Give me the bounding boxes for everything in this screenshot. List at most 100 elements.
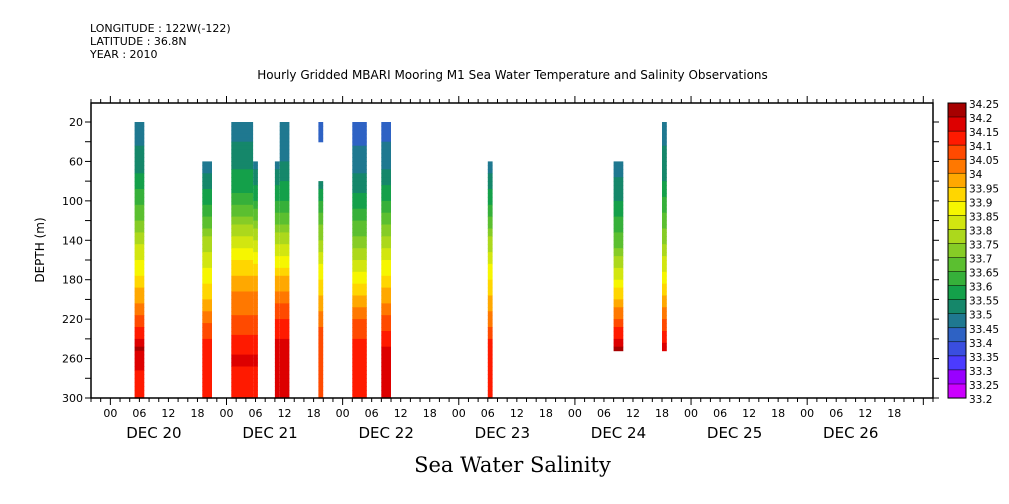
heatmap-cell bbox=[352, 358, 367, 364]
heatmap-cell bbox=[279, 169, 290, 174]
x-hour-tick-label: 00 bbox=[800, 407, 814, 420]
heatmap-cell bbox=[662, 267, 667, 273]
heatmap-cell bbox=[253, 382, 258, 387]
heatmap-cell bbox=[253, 169, 258, 174]
heatmap-cell bbox=[352, 275, 367, 281]
colorbar-label: 33.65 bbox=[969, 268, 999, 280]
heatmap-cell bbox=[487, 354, 493, 360]
heatmap-cell bbox=[487, 267, 493, 273]
heatmap-cell bbox=[662, 129, 667, 135]
colorbar-swatch bbox=[947, 172, 967, 188]
heatmap-cell bbox=[279, 133, 290, 139]
heatmap-cell bbox=[318, 299, 324, 304]
heatmap-cell bbox=[318, 216, 324, 222]
heatmap-cell bbox=[231, 291, 254, 296]
heatmap-cell bbox=[662, 287, 667, 293]
heatmap-cell bbox=[381, 338, 391, 344]
heatmap-cell bbox=[231, 173, 254, 178]
heatmap-cell bbox=[487, 319, 493, 324]
heatmap-cell bbox=[318, 185, 324, 190]
heatmap-cell bbox=[487, 323, 493, 328]
heatmap-cell bbox=[352, 260, 367, 265]
heatmap-cell bbox=[279, 224, 290, 229]
heatmap-cell bbox=[381, 125, 391, 131]
heatmap-cell bbox=[274, 323, 280, 328]
heatmap-cell bbox=[253, 189, 258, 194]
heatmap-cell bbox=[279, 271, 290, 277]
heatmap-cell bbox=[134, 173, 145, 178]
heatmap-cell bbox=[279, 248, 290, 253]
heatmap-cell bbox=[202, 260, 212, 265]
heatmap-cell bbox=[279, 394, 290, 399]
heatmap-cell bbox=[352, 374, 367, 379]
heatmap-cell bbox=[662, 338, 667, 344]
heatmap-cell bbox=[279, 260, 290, 265]
heatmap-cell bbox=[134, 193, 145, 198]
heatmap-cell bbox=[279, 208, 290, 214]
heatmap-cell bbox=[279, 141, 290, 147]
heatmap-cell bbox=[274, 256, 280, 261]
heatmap-cell bbox=[231, 307, 254, 312]
heatmap-cell bbox=[253, 165, 258, 170]
heatmap-cell bbox=[279, 232, 290, 237]
heatmap-cell bbox=[279, 307, 290, 312]
heatmap-cell bbox=[202, 358, 212, 364]
heatmap-cell bbox=[381, 394, 391, 399]
heatmap-cell bbox=[318, 244, 324, 249]
heatmap-cell bbox=[274, 185, 280, 190]
heatmap-cell bbox=[231, 374, 254, 379]
heatmap-cell bbox=[381, 334, 391, 340]
heatmap-cell bbox=[231, 311, 254, 316]
heatmap-cell bbox=[318, 189, 324, 194]
heatmap-cell bbox=[202, 232, 212, 237]
heatmap-cell bbox=[253, 362, 258, 367]
heatmap-cell bbox=[231, 303, 254, 308]
colorbar-swatch bbox=[947, 299, 967, 315]
heatmap-cell bbox=[318, 354, 324, 360]
heatmap-cell bbox=[662, 279, 667, 285]
heatmap-cell bbox=[381, 323, 391, 328]
heatmap-cell bbox=[381, 232, 391, 237]
heatmap-cell bbox=[231, 185, 254, 190]
heatmap-cell bbox=[487, 303, 493, 308]
heatmap-cell bbox=[487, 185, 493, 190]
heatmap-cell bbox=[279, 275, 290, 281]
heatmap-cell bbox=[279, 173, 290, 178]
heatmap-cell bbox=[279, 390, 290, 395]
heatmap-cell bbox=[231, 327, 254, 332]
heatmap-cell bbox=[202, 185, 212, 190]
heatmap-cell bbox=[274, 244, 280, 249]
heatmap-cell bbox=[134, 204, 145, 210]
heatmap-cell bbox=[613, 263, 624, 269]
heatmap-cell bbox=[487, 334, 493, 340]
heatmap-cell bbox=[202, 366, 212, 371]
heatmap-cell bbox=[134, 382, 145, 387]
heatmap-cell bbox=[274, 315, 280, 320]
heatmap-cell bbox=[134, 354, 145, 360]
colorbar-label: 33.6 bbox=[969, 282, 993, 294]
heatmap-cell bbox=[381, 303, 391, 308]
heatmap-cell bbox=[487, 291, 493, 296]
heatmap-cell bbox=[253, 220, 258, 226]
heatmap-cell bbox=[202, 350, 212, 356]
heatmap-cell bbox=[279, 165, 290, 170]
heatmap-cell bbox=[134, 260, 145, 265]
heatmap-cell bbox=[613, 189, 624, 194]
heatmap-cell bbox=[202, 291, 212, 296]
heatmap-cell bbox=[381, 315, 391, 320]
heatmap-cell bbox=[381, 185, 391, 190]
heatmap-cell bbox=[352, 141, 367, 147]
heatmap-cell bbox=[318, 295, 324, 300]
heatmap-cell bbox=[253, 370, 258, 375]
x-hour-tick-label: 00 bbox=[336, 407, 350, 420]
heatmap-cell bbox=[487, 208, 493, 214]
heatmap-cell bbox=[202, 244, 212, 249]
heatmap-cell bbox=[352, 299, 367, 304]
heatmap-cell bbox=[352, 185, 367, 190]
heatmap-cell bbox=[613, 200, 624, 206]
heatmap-cell bbox=[381, 244, 391, 249]
heatmap-cell bbox=[352, 129, 367, 135]
heatmap-cell bbox=[231, 378, 254, 383]
heatmap-cell bbox=[352, 252, 367, 257]
heatmap-cell bbox=[613, 228, 624, 233]
